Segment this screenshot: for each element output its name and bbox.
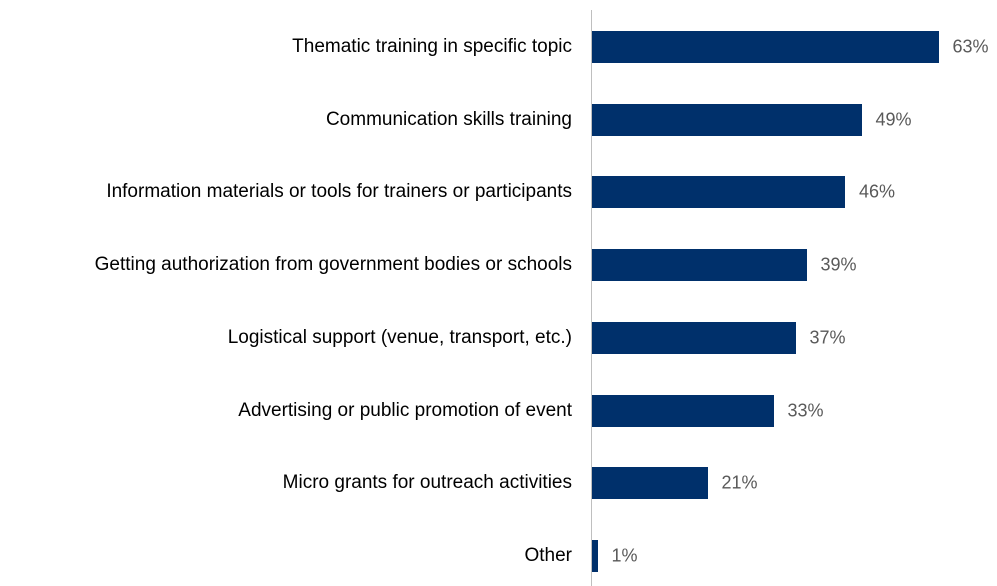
- category-label: Communication skills training: [325, 108, 572, 130]
- data-label: 33%: [787, 400, 824, 420]
- data-label: 46%: [859, 181, 896, 202]
- category-label: Thematic training in specific topic: [292, 36, 572, 57]
- category-axis: [591, 10, 592, 586]
- data-label: 21%: [721, 472, 758, 493]
- bar: [592, 249, 807, 282]
- category-label: Micro grants for outreach activities: [282, 472, 572, 494]
- category-label: Getting authorization from government bo…: [94, 254, 572, 276]
- data-label: 1%: [611, 545, 638, 566]
- category-label: Logistical support (venue, transport, et…: [227, 326, 572, 348]
- data-label: 63%: [952, 36, 989, 57]
- bar: [592, 321, 796, 354]
- bar: [592, 539, 598, 572]
- bar: [592, 31, 939, 63]
- bar: [592, 467, 708, 500]
- data-label: 39%: [820, 254, 857, 275]
- category-label: Other: [524, 544, 572, 566]
- data-label: 37%: [809, 327, 846, 348]
- category-label: Information materials or tools for train…: [106, 181, 572, 203]
- category-label: Advertising or public promotion of event: [238, 399, 572, 421]
- data-label: 49%: [875, 109, 912, 130]
- bar: [592, 176, 845, 209]
- bar: [592, 394, 774, 427]
- bar: [592, 103, 862, 136]
